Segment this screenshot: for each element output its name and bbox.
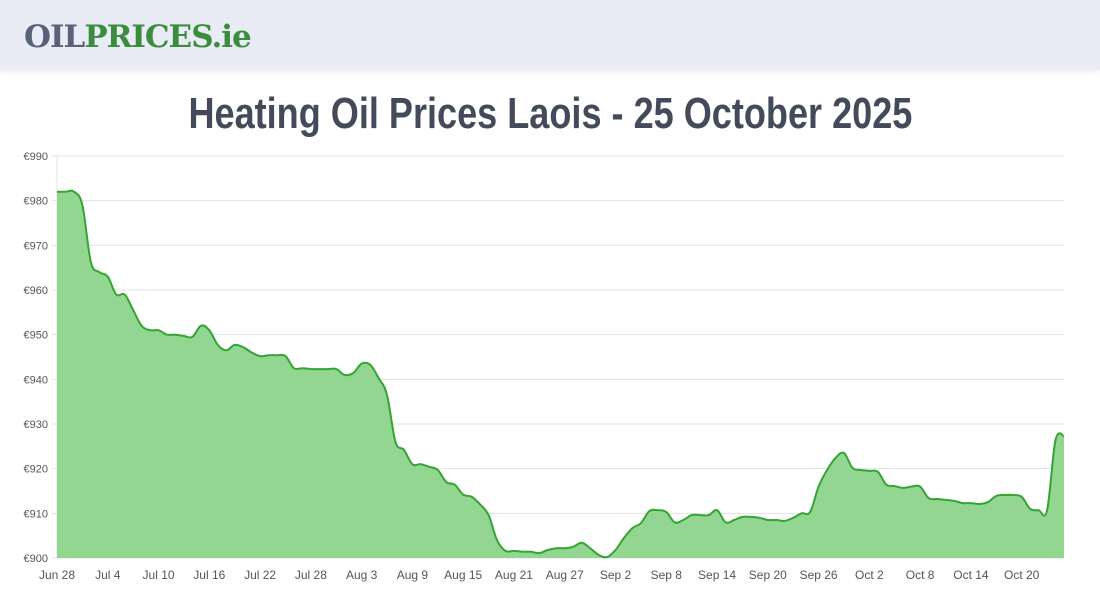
- y-tick-label: €950: [24, 330, 48, 342]
- site-header: OILPRICES.ie: [0, 0, 1100, 70]
- y-tick-label: €900: [24, 553, 48, 565]
- x-tick-label: Aug 27: [546, 568, 584, 582]
- x-tick-label: Aug 3: [346, 568, 378, 582]
- x-tick-label: Jun 28: [39, 568, 75, 582]
- y-tick-label: €910: [24, 508, 48, 520]
- x-tick-label: Jul 22: [244, 568, 276, 582]
- x-tick-label: Jul 10: [143, 568, 175, 582]
- y-tick-label: €930: [24, 419, 48, 431]
- x-tick-label: Aug 15: [444, 568, 482, 582]
- y-tick-label: €990: [24, 151, 48, 163]
- y-tick-label: €940: [24, 374, 48, 386]
- logo-prices-text: PRICES.ie: [84, 19, 251, 55]
- site-logo[interactable]: OILPRICES.ie: [24, 17, 252, 57]
- x-tick-label: Aug 9: [397, 568, 429, 582]
- x-tick-label: Jul 28: [295, 568, 327, 582]
- x-tick-label: Oct 2: [855, 568, 884, 582]
- y-tick-label: €980: [24, 196, 48, 208]
- x-tick-label: Sep 26: [800, 568, 838, 582]
- x-tick-label: Oct 14: [953, 568, 989, 582]
- x-tick-label: Jul 16: [193, 568, 225, 582]
- x-tick-label: Sep 20: [749, 568, 787, 582]
- y-tick-label: €960: [24, 285, 48, 297]
- x-tick-label: Jul 4: [95, 568, 121, 582]
- x-tick-label: Sep 14: [698, 568, 736, 582]
- price-line: [56, 189, 1065, 559]
- y-tick-label: €970: [24, 240, 48, 252]
- x-tick-label: Sep 2: [600, 568, 632, 582]
- x-tick-label: Aug 21: [495, 568, 533, 582]
- y-tick-label: €920: [24, 464, 48, 476]
- logo-oil-text: OIL: [24, 19, 85, 55]
- x-tick-label: Oct 20: [1004, 568, 1040, 582]
- page-title-text: Heating Oil Prices Laois - 25 October 20…: [188, 89, 912, 138]
- x-tick-label: Oct 8: [906, 568, 935, 582]
- price-area-fill: [57, 190, 1064, 558]
- x-tick-label: Sep 8: [651, 568, 683, 582]
- page-title: Heating Oil Prices Laois - 25 October 20…: [0, 86, 1100, 142]
